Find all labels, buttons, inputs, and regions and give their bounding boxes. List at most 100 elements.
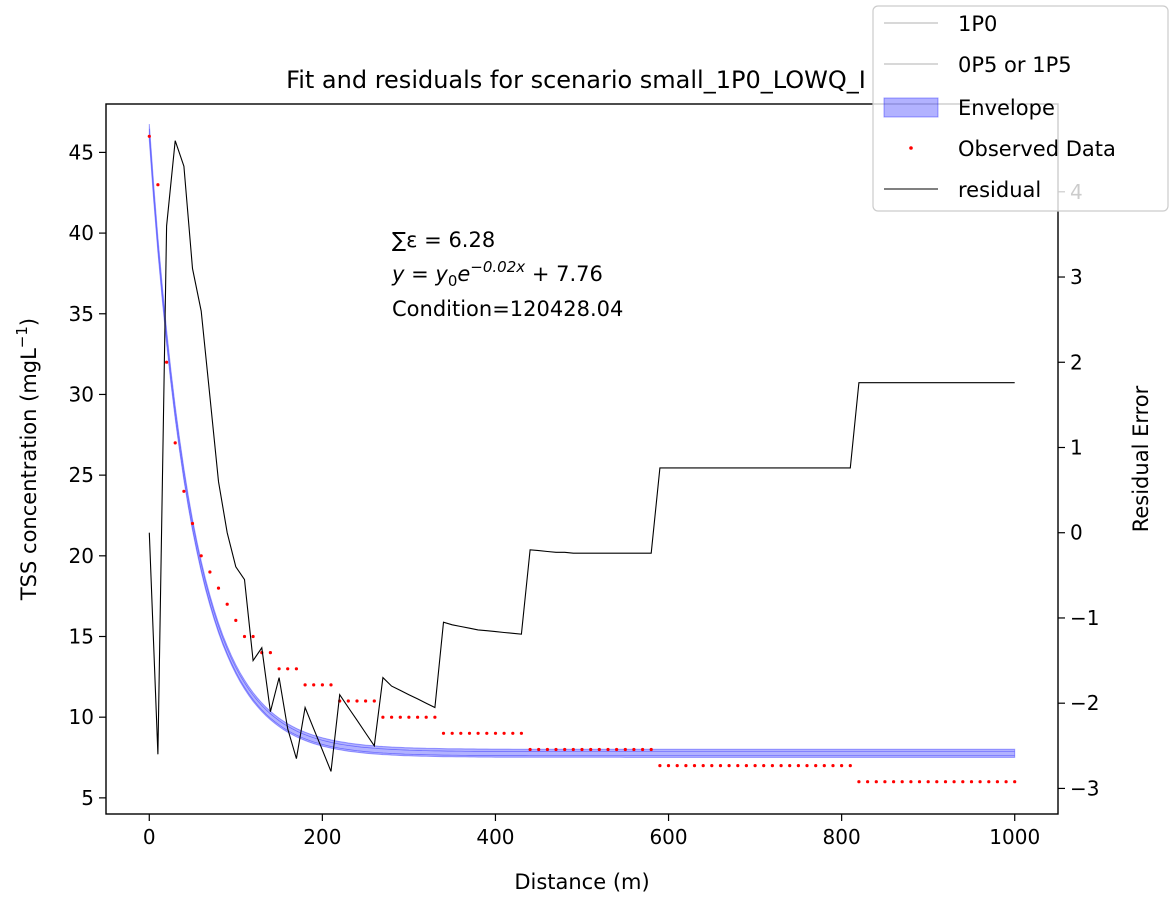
y-axis-label-sup: −1 [13, 326, 31, 348]
observed-point [649, 747, 653, 752]
condition-label: Condition=120428.04 [392, 297, 623, 321]
observed-point [225, 602, 229, 606]
observed-point [969, 780, 974, 784]
observed-point [537, 747, 541, 752]
observed-point [805, 764, 809, 768]
y2-tick-label: 3 [1070, 265, 1083, 289]
observed-point [485, 731, 489, 735]
observed-point [173, 441, 177, 445]
fit-annotation: ∑ε = 6.28 y = y0e−0.02x + 7.76 Condition… [391, 228, 623, 321]
y2-tick-label: −1 [1070, 606, 1099, 630]
observed-point [476, 731, 480, 735]
observed-point [935, 780, 939, 784]
observed-point [416, 715, 420, 719]
y2-tick-label: −2 [1070, 691, 1099, 715]
observed-point [433, 715, 437, 719]
legend-box [872, 5, 1169, 212]
observed-point [208, 570, 212, 574]
sum-epsilon-label: ∑ε = 6.28 [392, 228, 495, 252]
observed-point [493, 731, 498, 735]
observed-point [892, 780, 896, 784]
y-tick-label: 30 [69, 382, 94, 406]
y-tick-label: 10 [69, 705, 94, 729]
observed-point [995, 780, 1000, 784]
observed-point [597, 747, 601, 752]
observed-point [502, 731, 506, 735]
observed-point [978, 780, 982, 784]
x-tick-label: 200 [303, 825, 341, 849]
observed-point [303, 683, 307, 687]
observed-point [961, 780, 965, 784]
observed-point [251, 634, 255, 639]
observed-point [545, 747, 550, 752]
observed-point [788, 764, 792, 768]
equation-tail: + 7.76 [525, 262, 603, 286]
observed-point [736, 764, 740, 768]
observed-point [390, 715, 394, 719]
legend-swatch-envelope [883, 97, 939, 118]
observed-point [407, 715, 411, 719]
observed-point [684, 764, 688, 768]
legend: 1P0 0P5 or 1P5 Envelope Observed Data re… [872, 5, 1169, 212]
observed-point [268, 651, 272, 655]
observed-point [692, 764, 697, 768]
legend-label-observed: Observed Data [958, 137, 1116, 161]
observed-point [866, 780, 870, 784]
equation-eq: = [404, 262, 435, 286]
observed-point [753, 764, 757, 768]
observed-point [467, 731, 472, 735]
equation-y: y [391, 262, 405, 286]
y-tick-label: 15 [69, 625, 94, 649]
y-tick-label: 20 [69, 544, 94, 568]
chart-title: Fit and residuals for scenario small_1P0… [286, 66, 866, 94]
y-tick-label: 35 [69, 302, 94, 326]
observed-point [381, 715, 385, 719]
legend-label-residual: residual [958, 178, 1041, 202]
observed-point [857, 780, 861, 784]
legend-label-0p5-1p5: 0P5 or 1P5 [958, 53, 1072, 77]
observed-point [441, 731, 446, 735]
observed-point [190, 521, 195, 526]
observed-point [952, 780, 956, 784]
observed-point [234, 618, 238, 623]
observed-point [796, 764, 801, 768]
envelope-band [148, 123, 1016, 758]
observed-point [943, 780, 948, 784]
equation-e: e [457, 262, 470, 286]
legend-label-1p0: 1P0 [958, 12, 997, 36]
legend-label-envelope: Envelope [958, 96, 1055, 120]
observed-point [917, 780, 922, 784]
equation-sub: 0 [448, 272, 458, 290]
observed-point [156, 183, 160, 187]
observed-point [277, 667, 281, 671]
y-tick-label: 25 [69, 463, 94, 487]
observed-point [554, 747, 558, 752]
observed-point [216, 586, 221, 590]
y-tick-label: 5 [81, 786, 94, 810]
legend-swatch-observed [909, 146, 913, 150]
y-axis: 5 10 15 20 25 30 35 40 45 [69, 140, 106, 810]
observed-point [623, 747, 627, 752]
observed-point [848, 764, 852, 768]
observed-point [814, 764, 818, 768]
y2-tick-label: 0 [1070, 521, 1083, 545]
y-axis-label: TSS concentration (mgL−1) [13, 318, 41, 601]
x-tick-label: 800 [823, 825, 861, 849]
x-tick-label: 600 [649, 825, 687, 849]
x-tick-label: 400 [476, 825, 514, 849]
observed-point [883, 780, 887, 784]
observed-point [450, 731, 454, 735]
observed-point [320, 683, 324, 687]
observed-point [329, 683, 333, 687]
observed-point [987, 780, 991, 784]
observed-point [658, 764, 662, 768]
observed-point [1004, 780, 1008, 784]
y-axis-label-close: ) [17, 318, 41, 326]
observed-point [900, 780, 904, 784]
observed-data-series [147, 134, 1017, 784]
fit-line-0p5-1p5 [148, 128, 1015, 753]
observed-point [424, 715, 428, 719]
y2-axis: −3−2−101234 [1058, 180, 1099, 800]
observed-point [294, 667, 298, 671]
